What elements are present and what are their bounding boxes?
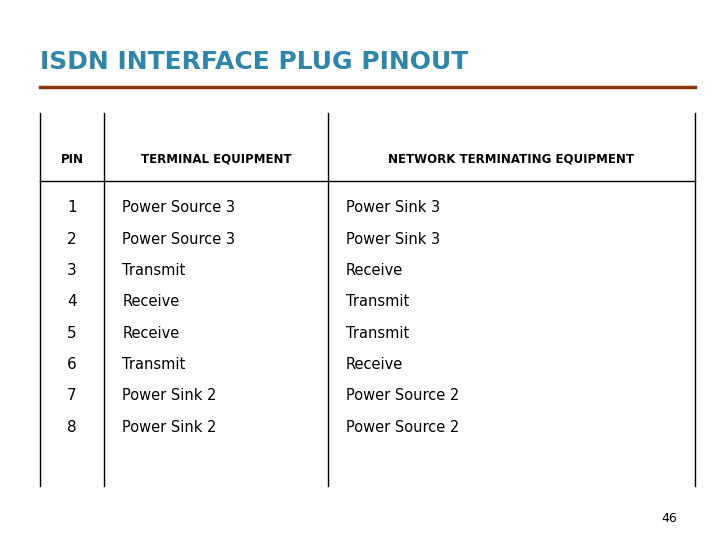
Text: Power Sink 2: Power Sink 2 — [122, 388, 217, 403]
Text: Transmit: Transmit — [346, 326, 409, 341]
Text: Power Sink 3: Power Sink 3 — [346, 200, 440, 215]
Text: Receive: Receive — [122, 326, 180, 341]
Text: 2: 2 — [67, 232, 77, 247]
Text: Transmit: Transmit — [346, 294, 409, 309]
Text: Power Source 3: Power Source 3 — [122, 232, 235, 247]
Text: 1: 1 — [67, 200, 77, 215]
Text: 5: 5 — [67, 326, 77, 341]
Text: Transmit: Transmit — [122, 357, 186, 372]
Text: Power Sink 2: Power Sink 2 — [122, 420, 217, 435]
Text: 7: 7 — [67, 388, 77, 403]
Text: Power Source 3: Power Source 3 — [122, 200, 235, 215]
Text: 6: 6 — [67, 357, 77, 372]
Text: Power Sink 3: Power Sink 3 — [346, 232, 440, 247]
Text: TERMINAL EQUIPMENT: TERMINAL EQUIPMENT — [140, 153, 292, 166]
Text: Receive: Receive — [346, 263, 403, 278]
Text: 8: 8 — [67, 420, 77, 435]
Text: Transmit: Transmit — [122, 263, 186, 278]
Text: PIN: PIN — [60, 153, 84, 166]
Text: 4: 4 — [67, 294, 77, 309]
Text: 3: 3 — [67, 263, 77, 278]
Text: Power Source 2: Power Source 2 — [346, 388, 459, 403]
Text: 46: 46 — [662, 512, 678, 525]
Text: Receive: Receive — [122, 294, 180, 309]
Text: Power Source 2: Power Source 2 — [346, 420, 459, 435]
Text: NETWORK TERMINATING EQUIPMENT: NETWORK TERMINATING EQUIPMENT — [388, 153, 634, 166]
Text: ISDN INTERFACE PLUG PINOUT: ISDN INTERFACE PLUG PINOUT — [40, 50, 468, 74]
Text: Receive: Receive — [346, 357, 403, 372]
